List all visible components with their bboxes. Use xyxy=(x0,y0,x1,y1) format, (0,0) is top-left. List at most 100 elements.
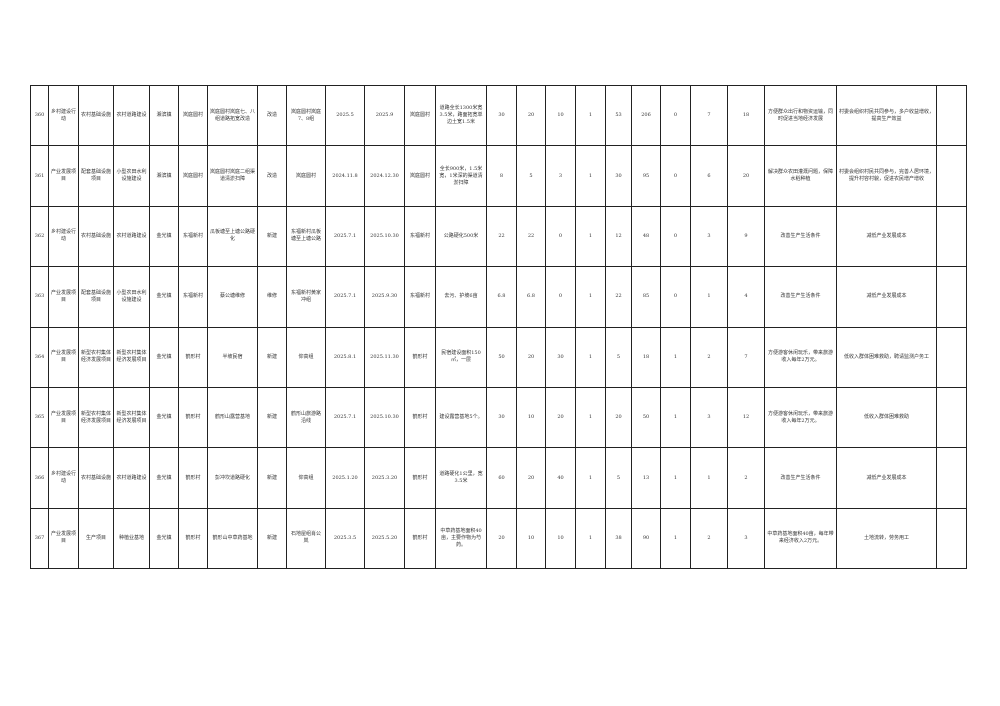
table-cell xyxy=(936,205,967,268)
table-cell: 2 xyxy=(690,507,728,570)
row-number-cell: 367 xyxy=(30,507,49,570)
table-cell: 减低产业发展成本 xyxy=(836,266,937,328)
table-cell: 方便群众出行和物资运输，同时促进当地经济发展 xyxy=(764,84,837,147)
row-number-cell: 364 xyxy=(30,326,49,388)
table-row: 366 乡村建设行动 农村基础设施 农村道路建设 金光镇 鹤形村 彭冲坎道路硬化 新建 仰高组 2… xyxy=(30,447,967,509)
table-cell: 改造 xyxy=(257,84,287,147)
table-cell: 种植业基地 xyxy=(113,507,150,570)
table-cell: 产业发展项目 xyxy=(48,386,79,449)
table-cell: 2025.5 xyxy=(325,84,365,147)
table-cell: 岚庭圆村岚庭七、八组道路拓宽改造 xyxy=(207,84,258,147)
table-cell: 仰高组 xyxy=(286,447,326,509)
table-cell: 产业发展项目 xyxy=(48,326,79,388)
table-row: 367 产业发展项目 生产项目 种植业基地 金光镇 鹤形村 鹤形山中草药基地 新建 石地屋组肖公… xyxy=(30,507,967,570)
table-cell: 鹤形村 xyxy=(178,386,208,449)
table-cell: 50 xyxy=(486,326,517,388)
table-cell: 18 xyxy=(631,326,661,388)
table-cell: 农村基础设施 xyxy=(78,84,114,147)
table-cell xyxy=(936,326,967,388)
table-cell: 30 xyxy=(605,145,632,207)
table-cell: 6.8 xyxy=(486,266,517,328)
table-cell: 半坡民宿 xyxy=(207,326,258,388)
table-cell: 建设露营基地5个。 xyxy=(435,386,487,449)
table-cell: 1 xyxy=(690,447,728,509)
row-number-cell: 360 xyxy=(30,84,49,147)
table-cell xyxy=(936,386,967,449)
table-cell: 22 xyxy=(605,266,632,328)
table-cell: 蔡公塘维修 xyxy=(207,266,258,328)
table-cell: 2 xyxy=(727,447,765,509)
table-cell: 公路硬化500米 xyxy=(435,205,487,268)
table-cell: 维修 xyxy=(257,266,287,328)
table-cell: 2025.10.30 xyxy=(364,205,405,268)
table-cell: 鹤形村 xyxy=(404,386,436,449)
table-cell: 金光镇 xyxy=(149,507,179,570)
table-row: 361 产业发展项目 配套基础设施项目 小型农田水利设施建设 湘滨镇 岚庭圆村 岚庭圆村岚庭… xyxy=(30,145,967,207)
table-cell: 60 xyxy=(486,447,517,509)
table-cell: 6 xyxy=(690,145,728,207)
table-cell: 0 xyxy=(660,205,691,268)
table-cell: 岚庭圆村 xyxy=(286,145,326,207)
table-cell: 8 xyxy=(486,145,517,207)
table-cell: 48 xyxy=(631,205,661,268)
table-cell: 瓜板塘至上塘公路硬化 xyxy=(207,205,258,268)
table-cell: 3 xyxy=(690,205,728,268)
table-cell xyxy=(936,447,967,509)
table-cell: 2024.11.8 xyxy=(325,145,365,207)
table-cell: 18 xyxy=(727,84,765,147)
table-cell: 20 xyxy=(516,326,546,388)
table-cell: 改造 xyxy=(257,145,287,207)
table-cell: 5 xyxy=(605,326,632,388)
row-number-cell: 363 xyxy=(30,266,49,328)
table-cell: 95 xyxy=(631,145,661,207)
table-cell: 2025.10.30 xyxy=(364,386,405,449)
table-cell: 小型农田水利设施建设 xyxy=(113,266,150,328)
table-cell: 53 xyxy=(605,84,632,147)
table-cell: 鹤形村 xyxy=(404,507,436,570)
table-cell: 2025.3.5 xyxy=(325,507,365,570)
table-cell: 湘滨镇 xyxy=(149,145,179,207)
table-cell: 12 xyxy=(605,205,632,268)
project-table: 360 乡村建设行动 农村基础设施 农村道路建设 湘滨镇 岚庭圆村 岚庭圆村岚庭七、八组道路… xyxy=(30,84,967,570)
table-cell: 金光镇 xyxy=(149,386,179,449)
table-cell: 10 xyxy=(516,507,546,570)
table-cell: 小型农田水利设施建设 xyxy=(113,145,150,207)
table-cell: 民宿建设面积150㎡，一层 xyxy=(435,326,487,388)
table-cell: 1 xyxy=(660,386,691,449)
table-cell: 0 xyxy=(545,205,576,268)
table-cell: 鹤形村 xyxy=(404,326,436,388)
table-cell: 2025.8.1 xyxy=(325,326,365,388)
table-cell: 仰高组 xyxy=(286,326,326,388)
table-cell: 新建 xyxy=(257,447,287,509)
table-cell: 13 xyxy=(631,447,661,509)
table-cell: 2025.5.20 xyxy=(364,507,405,570)
table-cell: 1 xyxy=(660,507,691,570)
table-cell: 减低产业发展成本 xyxy=(836,205,937,268)
table-cell: 全长900米，1.5米宽，1米深的渠道清淤扫障 xyxy=(435,145,487,207)
table-cell: 解决群众农田灌溉问题，保障水稻种植 xyxy=(764,145,837,207)
table-cell: 5 xyxy=(516,145,546,207)
table-cell: 岚庭圆村 xyxy=(178,84,208,147)
table-cell: 1 xyxy=(690,266,728,328)
table-cell: 村委会组织村民共同参与，完善人居环境，提升村容村貌，促进农民增产增收 xyxy=(836,145,937,207)
table-cell: 6.8 xyxy=(516,266,546,328)
table-cell: 1 xyxy=(660,326,691,388)
table-cell: 5 xyxy=(605,447,632,509)
table-cell: 鹤形村 xyxy=(404,447,436,509)
table-cell: 去污、护坡6亩 xyxy=(435,266,487,328)
table-cell: 产业发展项目 xyxy=(48,145,79,207)
table-cell: 农村基础设施 xyxy=(78,447,114,509)
table-cell: 东福新村 xyxy=(404,266,436,328)
table-row: 360 乡村建设行动 农村基础设施 农村道路建设 湘滨镇 岚庭圆村 岚庭圆村岚庭七、八组道路… xyxy=(30,84,967,147)
table-cell: 鹤形村 xyxy=(178,326,208,388)
table-cell: 4 xyxy=(727,266,765,328)
table-cell: 85 xyxy=(631,266,661,328)
table-cell: 1 xyxy=(575,84,606,147)
table-cell: 鹤形村 xyxy=(178,507,208,570)
table-cell: 2 xyxy=(690,326,728,388)
table-cell: 3 xyxy=(690,386,728,449)
table-cell: 鹤形村 xyxy=(178,447,208,509)
table-cell: 30 xyxy=(486,84,517,147)
table-cell: 90 xyxy=(631,507,661,570)
table-cell: 2025.7.1 xyxy=(325,386,365,449)
